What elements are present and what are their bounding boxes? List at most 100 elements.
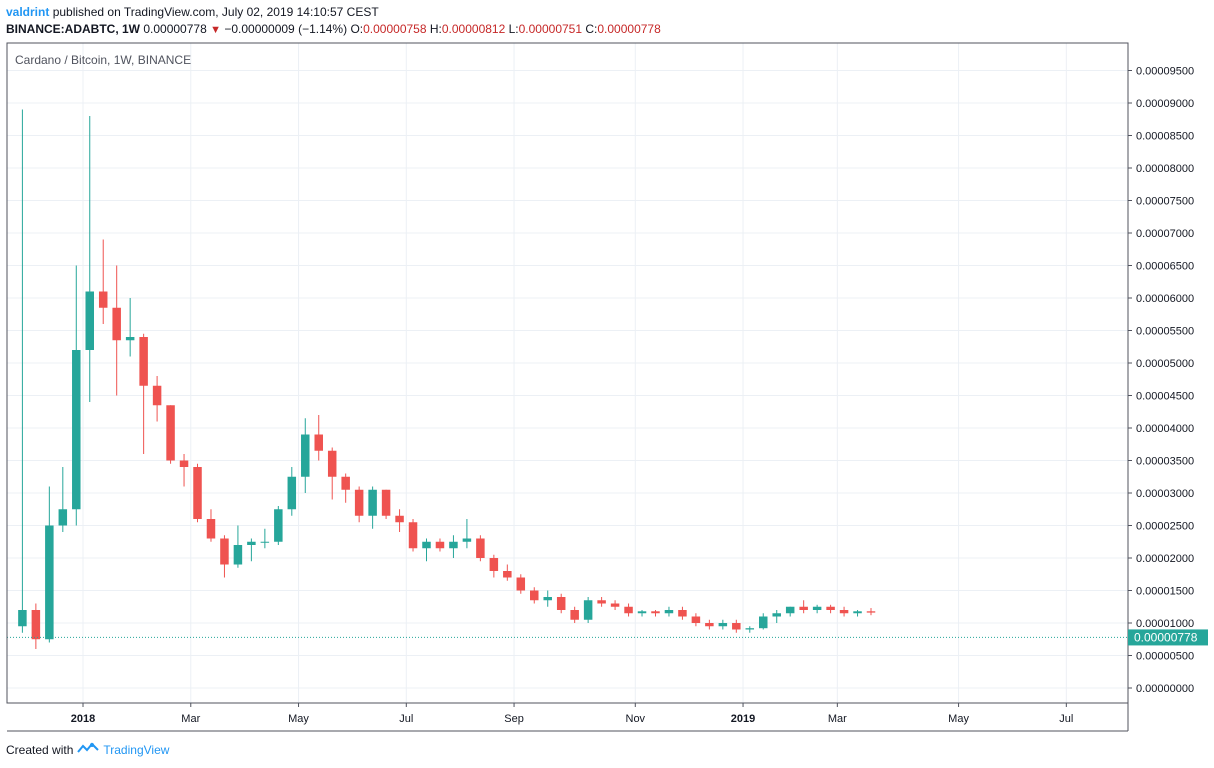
candle-body bbox=[234, 545, 243, 565]
candle-body bbox=[395, 516, 404, 523]
candle-body bbox=[112, 308, 121, 341]
y-tick-label: 0.00006000 bbox=[1136, 293, 1194, 305]
created-with-text: Created with bbox=[6, 743, 73, 757]
x-tick-label: May bbox=[948, 713, 969, 725]
candle bbox=[570, 607, 579, 623]
candle-body bbox=[274, 509, 283, 542]
y-tick-label: 0.00003500 bbox=[1136, 456, 1194, 468]
tradingview-brand-link[interactable]: TradingView bbox=[103, 743, 169, 757]
candle bbox=[476, 535, 485, 561]
candle bbox=[59, 467, 67, 532]
candle bbox=[772, 610, 781, 623]
candle-body bbox=[99, 292, 108, 308]
candle bbox=[409, 519, 418, 552]
y-tick-label: 0.00001000 bbox=[1136, 618, 1194, 630]
candle-body bbox=[207, 519, 216, 539]
candlestick-chart[interactable]: 0.000095000.000090000.000085000.00008000… bbox=[0, 0, 1214, 740]
candle bbox=[328, 448, 337, 500]
candle-body bbox=[220, 539, 229, 565]
candle bbox=[624, 604, 633, 617]
grid-lines bbox=[7, 43, 1128, 703]
x-tick-label: May bbox=[288, 713, 309, 725]
candle-body bbox=[503, 571, 512, 578]
candle bbox=[759, 613, 768, 629]
candle bbox=[678, 607, 687, 620]
candle-body bbox=[705, 623, 714, 626]
candle-body bbox=[732, 623, 741, 630]
candle-body bbox=[530, 591, 539, 601]
candle bbox=[503, 565, 512, 581]
candle-body bbox=[368, 490, 377, 516]
candle bbox=[557, 594, 566, 614]
candle-body bbox=[557, 597, 566, 610]
y-tick-label: 0.00007000 bbox=[1136, 228, 1194, 240]
candle-body bbox=[422, 542, 431, 549]
candle bbox=[382, 490, 391, 519]
y-tick-label: 0.00004500 bbox=[1136, 391, 1194, 403]
candle bbox=[799, 600, 808, 613]
tradingview-logo-icon bbox=[77, 742, 99, 757]
candle-body bbox=[597, 600, 606, 603]
footer: Created with TradingView bbox=[6, 742, 169, 757]
plot-frame bbox=[7, 43, 1128, 703]
candle bbox=[32, 604, 41, 650]
candle-body bbox=[436, 542, 445, 549]
candle bbox=[207, 509, 216, 542]
candles[interactable] bbox=[18, 110, 875, 650]
x-tick-label: Mar bbox=[828, 713, 847, 725]
x-tick-label: 2019 bbox=[731, 713, 755, 725]
candle bbox=[18, 110, 27, 633]
candle bbox=[301, 418, 310, 493]
candle bbox=[112, 266, 121, 396]
candle-body bbox=[813, 607, 822, 610]
candle bbox=[274, 506, 283, 545]
candle-body bbox=[853, 611, 862, 613]
x-tick-label: Jul bbox=[399, 713, 413, 725]
candle-body bbox=[799, 607, 808, 610]
candle-body bbox=[570, 610, 579, 620]
candle bbox=[341, 474, 350, 503]
candle bbox=[355, 487, 364, 523]
y-tick-label: 0.00008000 bbox=[1136, 163, 1194, 175]
candle bbox=[72, 266, 81, 526]
y-tick-label: 0.00007500 bbox=[1136, 196, 1194, 208]
candle-body bbox=[517, 578, 526, 591]
candle bbox=[665, 607, 674, 617]
candle bbox=[597, 597, 606, 607]
candle-body bbox=[72, 350, 81, 509]
candle-body bbox=[476, 539, 485, 559]
candle-body bbox=[584, 600, 593, 620]
y-tick-label: 0.00000500 bbox=[1136, 651, 1194, 663]
y-tick-label: 0.00002000 bbox=[1136, 553, 1194, 565]
candle-body bbox=[153, 386, 162, 406]
candle bbox=[651, 610, 660, 617]
candle-body bbox=[341, 477, 350, 490]
candle bbox=[436, 539, 445, 552]
candle-body bbox=[59, 509, 67, 525]
x-tick-label: Nov bbox=[626, 713, 646, 725]
candle-body bbox=[772, 613, 781, 616]
candle-body bbox=[301, 435, 310, 477]
candle-body bbox=[86, 292, 95, 351]
candle bbox=[732, 620, 741, 633]
candle-body bbox=[193, 467, 202, 519]
candle bbox=[139, 334, 148, 454]
candle-body bbox=[166, 405, 175, 460]
candle bbox=[867, 608, 876, 615]
candle-body bbox=[355, 490, 364, 516]
candle-body bbox=[638, 611, 647, 613]
candle bbox=[826, 605, 835, 613]
candle-body bbox=[328, 451, 337, 477]
candle-body bbox=[180, 461, 189, 468]
time-axis[interactable]: 2018MarMayJulSepNov2019MarMayJul bbox=[71, 703, 1074, 725]
chart-title: Cardano / Bitcoin, 1W, BINANCE bbox=[15, 53, 191, 67]
x-tick-label: Mar bbox=[181, 713, 200, 725]
candle-body bbox=[32, 610, 41, 639]
candle bbox=[45, 487, 54, 643]
candle bbox=[719, 620, 728, 630]
candle-body bbox=[139, 337, 148, 386]
price-axis[interactable]: 0.000095000.000090000.000085000.00008000… bbox=[1128, 66, 1194, 696]
candle-body bbox=[786, 607, 795, 614]
candle bbox=[288, 467, 297, 516]
y-tick-label: 0.00008500 bbox=[1136, 131, 1194, 143]
